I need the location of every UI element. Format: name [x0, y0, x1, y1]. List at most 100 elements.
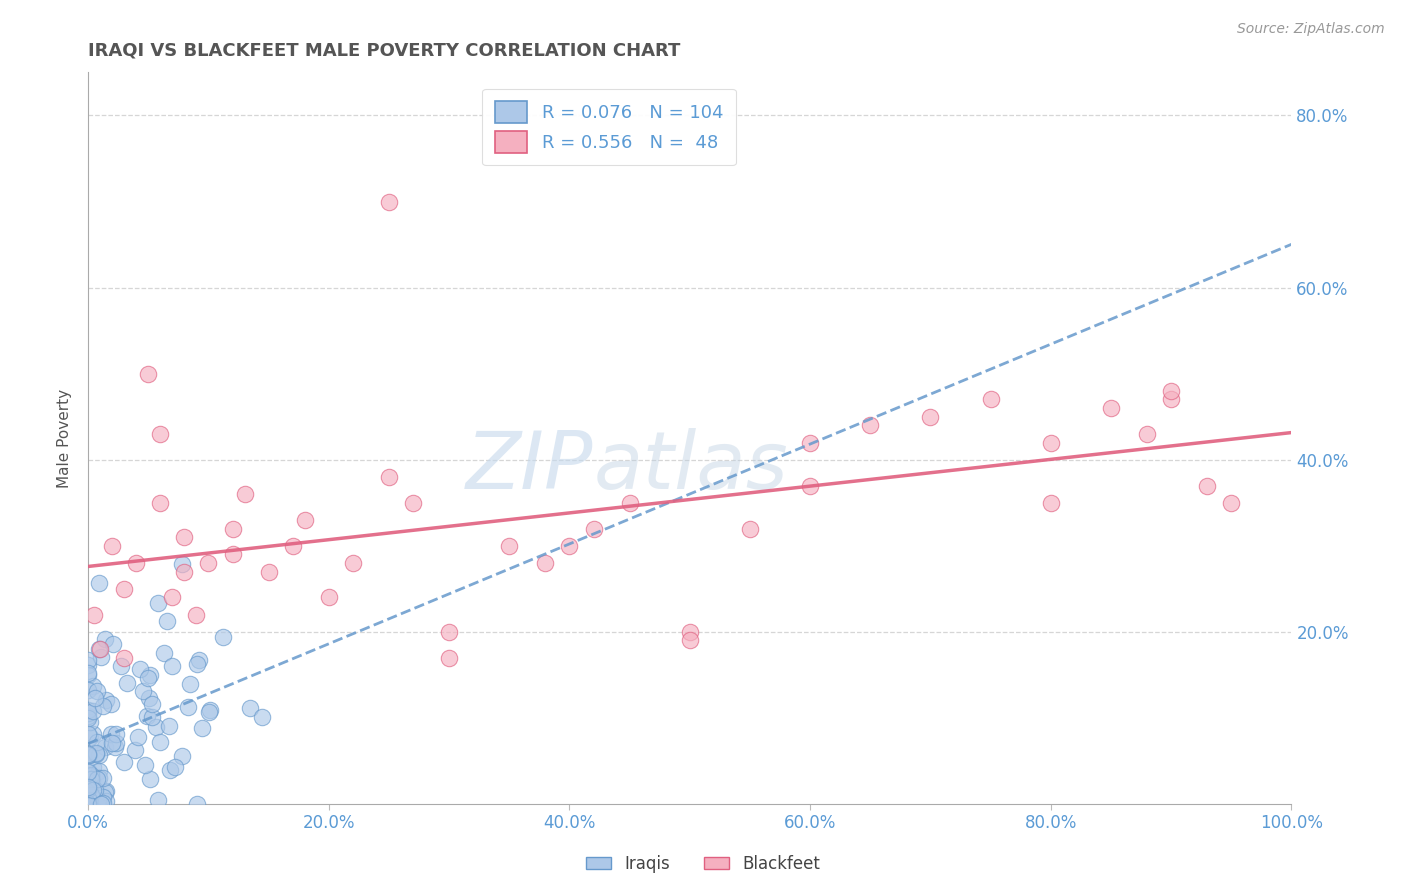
Point: [619, 496, 641, 510]
Point: [186, 607, 208, 622]
Point: [86, 735, 108, 749]
Point: [77, 764, 100, 779]
Point: [165, 760, 187, 774]
Point: [498, 539, 520, 553]
Point: [156, 614, 179, 628]
Point: [89, 642, 111, 657]
Point: [1136, 426, 1159, 441]
Point: [139, 668, 162, 682]
Point: [378, 194, 401, 209]
Point: [77, 709, 100, 723]
Point: [84, 782, 107, 797]
Point: [281, 539, 304, 553]
Point: [89, 747, 111, 762]
Point: [84, 746, 107, 760]
Point: [127, 730, 149, 744]
Point: [582, 522, 605, 536]
Point: [738, 522, 761, 536]
Point: [84, 747, 107, 761]
Point: [80, 768, 103, 782]
Text: atlas: atlas: [593, 428, 789, 507]
Point: [114, 755, 136, 769]
Point: [77, 748, 100, 763]
Point: [170, 558, 193, 572]
Point: [91, 796, 114, 810]
Point: [198, 705, 221, 719]
Point: [82, 783, 104, 797]
Point: [186, 797, 208, 811]
Point: [77, 703, 100, 717]
Point: [1039, 435, 1062, 450]
Text: Source: ZipAtlas.com: Source: ZipAtlas.com: [1237, 22, 1385, 37]
Point: [93, 772, 115, 786]
Point: [77, 763, 100, 777]
Point: [221, 548, 243, 562]
Point: [135, 709, 157, 723]
Point: [679, 633, 702, 648]
Point: [128, 662, 150, 676]
Point: [86, 684, 108, 698]
Point: [138, 690, 160, 705]
Point: [112, 582, 135, 596]
Point: [77, 665, 100, 680]
Point: [233, 487, 256, 501]
Point: [257, 565, 280, 579]
Point: [77, 706, 100, 720]
Point: [149, 734, 172, 748]
Point: [318, 591, 340, 605]
Point: [124, 743, 146, 757]
Point: [87, 794, 110, 808]
Point: [170, 748, 193, 763]
Point: [145, 720, 167, 734]
Point: [799, 435, 821, 450]
Point: [84, 691, 107, 706]
Point: [79, 730, 101, 744]
Point: [162, 591, 184, 605]
Point: [1160, 392, 1182, 407]
Point: [77, 652, 100, 666]
Point: [198, 703, 221, 717]
Point: [212, 630, 235, 644]
Point: [89, 764, 111, 778]
Point: [77, 781, 100, 796]
Point: [141, 710, 163, 724]
Point: [91, 699, 114, 714]
Point: [89, 771, 111, 785]
Point: [125, 556, 148, 570]
Point: [1099, 401, 1122, 415]
Point: [149, 496, 172, 510]
Point: [160, 659, 183, 673]
Point: [112, 650, 135, 665]
Point: [80, 788, 103, 802]
Point: [136, 671, 159, 685]
Point: [94, 632, 117, 646]
Point: [77, 668, 100, 682]
Point: [83, 607, 105, 622]
Point: [186, 657, 208, 671]
Point: [100, 698, 122, 712]
Y-axis label: Male Poverty: Male Poverty: [58, 389, 72, 488]
Point: [110, 659, 132, 673]
Point: [90, 649, 112, 664]
Point: [80, 772, 103, 786]
Point: [77, 711, 100, 725]
Point: [1039, 496, 1062, 510]
Point: [96, 784, 118, 798]
Point: [221, 522, 243, 536]
Point: [105, 727, 128, 741]
Point: [77, 747, 100, 762]
Point: [82, 679, 104, 693]
Legend: Iraqis, Blackfeet: Iraqis, Blackfeet: [579, 848, 827, 880]
Point: [159, 763, 181, 777]
Text: ZIP: ZIP: [467, 428, 593, 507]
Point: [149, 426, 172, 441]
Point: [437, 624, 460, 639]
Point: [89, 575, 111, 590]
Point: [101, 637, 124, 651]
Point: [101, 539, 124, 553]
Point: [80, 774, 103, 789]
Point: [141, 697, 163, 711]
Point: [179, 677, 201, 691]
Point: [79, 793, 101, 807]
Point: [115, 676, 138, 690]
